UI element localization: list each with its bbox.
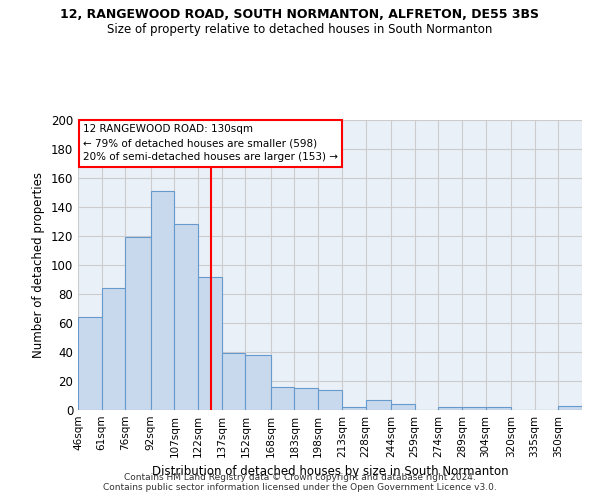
Bar — [245, 355, 271, 410]
Bar — [295, 388, 318, 410]
Bar — [462, 407, 485, 410]
Bar — [342, 407, 365, 410]
Text: Size of property relative to detached houses in South Normanton: Size of property relative to detached ho… — [107, 22, 493, 36]
Bar — [318, 390, 342, 410]
Bar — [485, 407, 511, 410]
Bar — [125, 238, 151, 410]
Bar — [271, 387, 295, 410]
Bar — [78, 317, 101, 410]
Bar — [101, 288, 125, 410]
Bar — [151, 191, 175, 410]
Text: 12, RANGEWOOD ROAD, SOUTH NORMANTON, ALFRETON, DE55 3BS: 12, RANGEWOOD ROAD, SOUTH NORMANTON, ALF… — [61, 8, 539, 20]
Y-axis label: Number of detached properties: Number of detached properties — [32, 172, 45, 358]
Text: 12 RANGEWOOD ROAD: 130sqm
← 79% of detached houses are smaller (598)
20% of semi: 12 RANGEWOOD ROAD: 130sqm ← 79% of detac… — [83, 124, 338, 162]
Bar — [198, 276, 222, 410]
Text: Contains HM Land Registry data © Crown copyright and database right 2024.: Contains HM Land Registry data © Crown c… — [124, 474, 476, 482]
X-axis label: Distribution of detached houses by size in South Normanton: Distribution of detached houses by size … — [152, 466, 508, 478]
Bar — [559, 406, 582, 410]
Bar — [222, 354, 245, 410]
Bar — [175, 224, 198, 410]
Text: Contains public sector information licensed under the Open Government Licence v3: Contains public sector information licen… — [103, 484, 497, 492]
Bar — [365, 400, 391, 410]
Bar — [438, 407, 462, 410]
Bar — [391, 404, 415, 410]
